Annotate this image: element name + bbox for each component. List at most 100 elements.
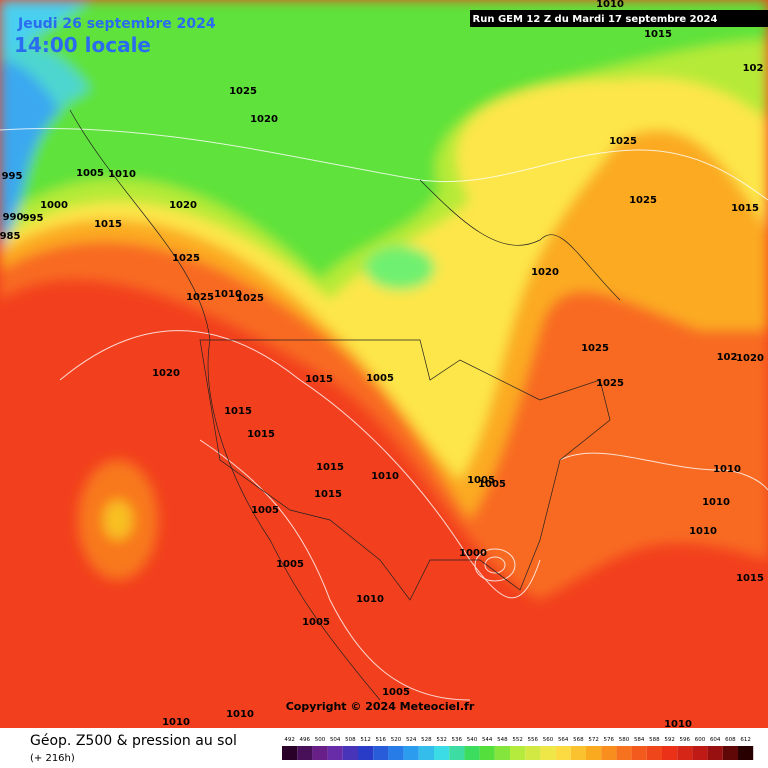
isobar-label: 1025 [581,343,609,354]
legend-swatch [525,746,541,760]
isobars [0,127,768,701]
legend-swatch [692,746,708,760]
legend-swatch [418,746,434,760]
isobar-label: 1020 [531,267,559,278]
isobar-label: 1015 [224,406,252,417]
legend-label: 588 [649,737,660,743]
legend-label: 516 [376,737,387,743]
green-cell [365,246,435,290]
legend-label: 496 [300,737,311,743]
isobar-label: 1020 [169,200,197,211]
isobar-label: 1020 [736,353,764,364]
legend-swatch [373,746,389,760]
legend-swatch [631,746,647,760]
isobar-label: 1025 [596,378,624,389]
coastlines [69,109,621,701]
isobar-label: 1010 [356,594,384,605]
isobar-label: 1010 [108,169,136,180]
isobar-label: 102 [743,63,764,74]
isobar-label: 1005 [382,687,410,698]
legend-swatch [555,746,571,760]
legend: 492 496 500 504 508 512 516 520 524 528 532 536 540 5… [282,737,754,760]
isobar-label: 1015 [736,573,764,584]
legend-label: 500 [315,737,326,743]
isobar-label: 1015 [731,203,759,214]
legend-label: 528 [421,737,432,743]
legend-label: 600 [695,737,706,743]
legend-label: 564 [558,737,569,743]
legend-label: 492 [284,737,295,743]
isobar-label: 1010 [162,717,190,728]
copyright: Copyright © 2024 Meteociel.fr [286,700,475,713]
legend-label: 532 [436,737,447,743]
legend-swatch [677,746,693,760]
legend-label: 568 [573,737,584,743]
isobar-label: 1010 [226,709,254,720]
legend-swatch [646,746,662,760]
legend-swatch [464,746,480,760]
isobar-label: 1005 [467,475,495,486]
isobar-label: 1005 [366,373,394,384]
isobar-label: 1025 [609,136,637,147]
legend-label: 536 [452,737,463,743]
cyan-corner [0,0,90,60]
legend-swatch [403,746,419,760]
legend-swatch [358,746,374,760]
isobar-label: 1005 [478,479,506,490]
legend-swatch [312,746,328,760]
legend-label: 540 [467,737,478,743]
legend-swatch [434,746,450,760]
isobar-label: 1025 [629,195,657,206]
isobar-label: 1015 [316,462,344,473]
isobar-label: 1020 [152,368,180,379]
run-info: Run GEM 12 Z du Mardi 17 septembre 2024 [473,14,718,25]
isobar-label: 1005 [251,505,279,516]
isobar-label: 1025 [186,292,214,303]
legend-label: 556 [528,737,539,743]
isobar-label: 1010 [702,497,730,508]
legend-swatch [510,746,526,760]
legend-label: 604 [710,737,721,743]
legend-swatch [707,746,723,760]
legend-swatch [449,746,465,760]
isobar-label: 1015 [247,429,275,440]
isobar-label: 1025 [229,86,257,97]
isobar-label: 1005 [302,617,330,628]
isobar-label: 1005 [276,559,304,570]
blue-region [0,60,60,250]
legend-label: 580 [619,737,630,743]
legend-label: 612 [740,737,751,743]
isobar-label: 1025 [172,253,200,264]
isobar-label: 1015 [94,219,122,230]
isobar-label: 1010 [689,526,717,537]
legend-label: 548 [497,737,508,743]
yellow-cell [103,500,133,540]
legend-label: 560 [543,737,554,743]
legend-label: 592 [664,737,675,743]
legend-label: 572 [588,737,599,743]
legend-swatch [342,746,358,760]
isobar-label: 102 [717,352,738,363]
green-band [0,0,768,280]
isobar-label: 1005 [76,168,104,179]
isobar-label: 1010 [713,464,741,475]
legend-swatch [570,746,586,760]
legend-label: 608 [725,737,736,743]
legend-swatch [738,746,754,760]
legend-label: 544 [482,737,493,743]
isobar-label: 1000 [40,200,68,211]
isobar-label: 1010 [596,0,624,10]
legend-label: 576 [604,737,615,743]
legend-label: 520 [391,737,402,743]
isobar-label: 1010 [371,471,399,482]
isobar-label: 1000 [459,548,487,559]
isobar-label: 1010 [214,289,242,300]
legend-label: 596 [680,737,691,743]
legend-label: 584 [634,737,645,743]
legend-swatch [722,746,738,760]
footer-title: Géop. Z500 & pression au sol [30,733,237,749]
legend-swatch [297,746,313,760]
isobar-label: 995 [23,213,44,224]
